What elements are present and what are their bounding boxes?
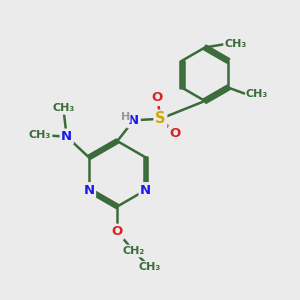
Text: N: N <box>128 114 139 127</box>
Text: O: O <box>112 225 123 238</box>
Text: CH₃: CH₃ <box>224 40 247 50</box>
Text: CH₃: CH₃ <box>29 130 51 140</box>
Text: O: O <box>169 127 181 140</box>
Text: CH₃: CH₃ <box>246 88 268 98</box>
Text: H: H <box>121 112 130 122</box>
Text: CH₃: CH₃ <box>52 103 75 113</box>
Text: N: N <box>61 130 72 143</box>
Text: O: O <box>152 92 163 104</box>
Text: S: S <box>155 111 166 126</box>
Text: CH₂: CH₂ <box>122 246 145 256</box>
Text: N: N <box>83 184 94 196</box>
Text: N: N <box>140 184 151 196</box>
Text: CH₃: CH₃ <box>139 262 161 272</box>
